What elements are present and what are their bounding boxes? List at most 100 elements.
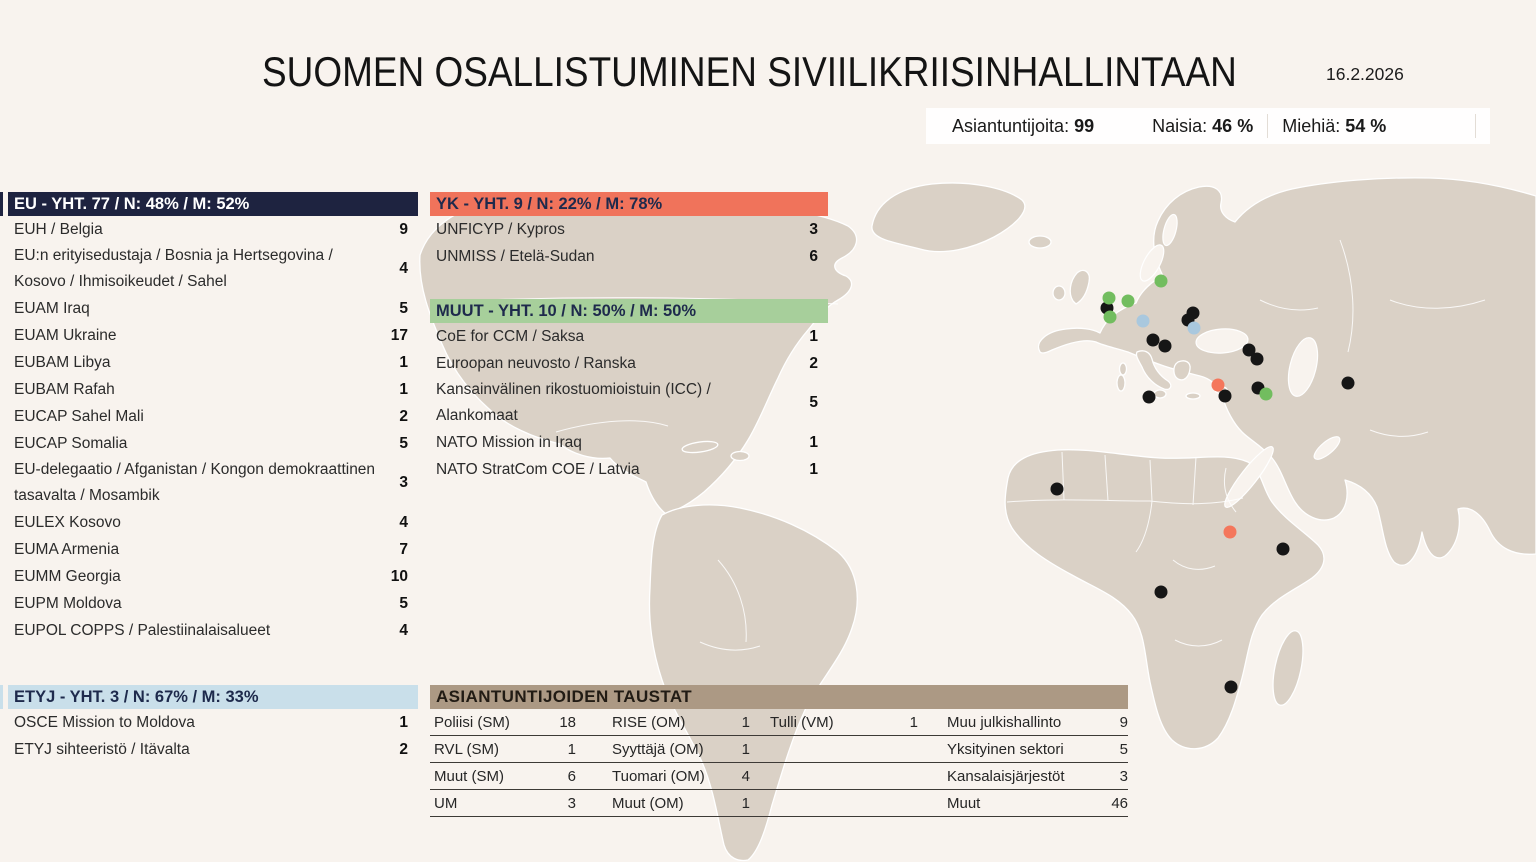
map-dot-cyprus[interactable] — [1211, 378, 1225, 392]
mission-name: EUBAM Rafah — [14, 380, 115, 398]
mission-count: 2 — [399, 407, 408, 425]
background-label: RISE (OM) — [612, 713, 686, 731]
mission-row[interactable]: EUMA Armenia 7 — [8, 536, 418, 563]
map-dot-congo[interactable] — [1154, 585, 1168, 599]
mission-name: UNMISS / Etelä-Sudan — [436, 247, 595, 265]
mission-count: 5 — [399, 594, 408, 612]
mission-count: 10 — [390, 567, 408, 585]
mission-row[interactable]: EUBAM Libya 1 — [8, 349, 418, 376]
map-dot-libya[interactable] — [1142, 390, 1156, 404]
mission-row[interactable]: EUPM Moldova 5 — [8, 590, 418, 617]
table-row[interactable]: UM 3 Muut (OM) 1 Muut 46 — [430, 790, 1128, 817]
mission-row[interactable]: EUAM Iraq 5 — [8, 295, 418, 322]
mission-row[interactable]: EU-delegaatio / Afganistan / Kongon demo… — [8, 457, 418, 509]
mission-row[interactable]: EUCAP Somalia 5 — [8, 430, 418, 457]
map-dot-armenia[interactable] — [1250, 352, 1264, 366]
backgrounds-table: ASIANTUNTIJOIDEN TAUSTAT Poliisi (SM) 18 … — [430, 685, 1128, 817]
table-row[interactable]: Muut (SM) 6 Tuomari (OM) 4 Kansalaisjärjes… — [430, 763, 1128, 790]
mission-name: Kansainvälinen rikostuomioistuin (ICC) /… — [436, 381, 711, 424]
map-dot-iraq-nato[interactable] — [1259, 387, 1273, 401]
mission-count: 6 — [809, 247, 818, 265]
landmass-africa — [1004, 449, 1325, 750]
mission-row[interactable]: Euroopan neuvosto / Ranska 2 — [430, 350, 828, 377]
background-value: 1 — [909, 713, 918, 731]
mission-count: 2 — [399, 740, 408, 758]
mission-row[interactable]: Kansainvälinen rikostuomioistuin (ICC) /… — [430, 377, 828, 429]
landmass-italy — [1135, 350, 1172, 391]
mission-row[interactable]: ETYJ sihteeristö / Itävalta 2 — [8, 736, 418, 763]
map-dot-netherlands[interactable] — [1102, 291, 1116, 305]
mission-row[interactable]: EUBAM Rafah 1 — [8, 376, 418, 403]
mission-row[interactable]: EUPOL COPPS / Palestiinalaisalueet 4 — [8, 617, 418, 644]
mission-name: NATO StratCom COE / Latvia — [436, 460, 640, 478]
background-label: Muut (SM) — [434, 767, 505, 785]
mission-row[interactable]: UNFICYP / Kypros 3 — [430, 216, 828, 243]
map-dot-somalia[interactable] — [1276, 542, 1290, 556]
map-dot-moldova-osce[interactable] — [1187, 321, 1201, 335]
mission-name: OSCE Mission to Moldova — [14, 713, 195, 731]
landmass-south-america — [648, 504, 858, 862]
mission-name: EU-delegaatio / Afganistan / Kongon demo… — [14, 461, 376, 504]
etyj-section: ETYJ - YHT. 3 / N: 67% / M: 33% OSCE Mis… — [8, 685, 418, 763]
men-label: Miehiä: — [1282, 115, 1341, 136]
women-share: Naisia: 46 % — [1152, 116, 1253, 137]
map-dot-palestinian-territories[interactable] — [1218, 389, 1232, 403]
mission-count: 5 — [809, 394, 818, 411]
mission-row[interactable]: EULEX Kosovo 4 — [8, 509, 418, 536]
women-value: 46 % — [1212, 115, 1254, 136]
background-value: 3 — [1119, 767, 1128, 785]
map-dot-afghanistan[interactable] — [1341, 376, 1355, 390]
mission-name: EUAM Iraq — [14, 299, 90, 317]
mission-row[interactable]: EU:n erityisedustaja / Bosnia ja Hertseg… — [8, 243, 418, 295]
background-label: Poliisi (SM) — [434, 713, 510, 731]
mission-row[interactable]: NATO Mission in Iraq 1 — [430, 429, 828, 456]
mission-count: 17 — [390, 326, 408, 344]
mission-row[interactable]: EUCAP Sahel Mali 2 — [8, 403, 418, 430]
muut-section-header: MUUT - YHT. 10 / N: 50% / M: 50% — [430, 299, 828, 323]
map-dot-mali[interactable] — [1050, 482, 1064, 496]
mission-count: 3 — [809, 220, 818, 238]
map-dot-austria[interactable] — [1136, 314, 1150, 328]
background-value: 9 — [1119, 713, 1128, 731]
mission-count: 1 — [399, 380, 408, 398]
map-dot-germany[interactable] — [1121, 294, 1135, 308]
mission-row[interactable]: EUMM Georgia 10 — [8, 563, 418, 590]
mission-row[interactable]: OSCE Mission to Moldova 1 — [8, 709, 418, 736]
map-dot-south-sudan[interactable] — [1223, 525, 1237, 539]
table-row[interactable]: Poliisi (SM) 18 RISE (OM) 1 Tulli (VM) 1 Mu… — [430, 709, 1128, 736]
map-dot-france[interactable] — [1103, 310, 1117, 324]
map-dot-latvia[interactable] — [1154, 274, 1168, 288]
mission-row[interactable]: NATO StratCom COE / Latvia 1 — [430, 456, 828, 483]
mission-name: EUBAM Libya — [14, 353, 111, 371]
background-label: UM — [434, 794, 458, 812]
table-row[interactable]: RVL (SM) 1 Syyttäjä (OM) 1 Yksityinen sekt… — [430, 736, 1128, 763]
mission-count: 5 — [399, 299, 408, 317]
summary-stats: Asiantuntijoita: 99 Naisia: 46 % Miehiä:… — [926, 108, 1490, 144]
men-value: 54 % — [1345, 115, 1387, 136]
mission-row[interactable]: UNMISS / Etelä-Sudan 6 — [430, 243, 828, 270]
map-dot-mozambique[interactable] — [1224, 680, 1238, 694]
map-dot-bosnia[interactable] — [1146, 333, 1160, 347]
background-label: Tulli (VM) — [770, 713, 834, 731]
background-label: Muu julkishallinto — [947, 713, 1062, 731]
mission-count: 1 — [399, 353, 408, 371]
report-date: 16.2.2026 — [1326, 64, 1404, 84]
experts-label: Asiantuntijoita: — [952, 115, 1070, 136]
mission-name: EU:n erityisedustaja / Bosnia ja Hertseg… — [14, 247, 333, 290]
background-value: 6 — [567, 767, 576, 785]
muut-section: MUUT - YHT. 10 / N: 50% / M: 50% CoE for… — [430, 299, 828, 483]
mission-row[interactable]: CoE for CCM / Saksa 1 — [430, 323, 828, 350]
mission-name: CoE for CCM / Saksa — [436, 327, 585, 345]
background-value: 5 — [1119, 740, 1128, 758]
background-label: Yksityinen sektori — [947, 740, 1064, 758]
mission-count: 5 — [399, 434, 408, 452]
mission-name: EUAM Ukraine — [14, 326, 117, 344]
mission-row[interactable]: EUAM Ukraine 17 — [8, 322, 418, 349]
map-dot-kosovo[interactable] — [1158, 339, 1172, 353]
mission-row[interactable]: EUH / Belgia 9 — [8, 216, 418, 243]
mission-name: UNFICYP / Kypros — [436, 220, 565, 238]
mission-count: 7 — [399, 540, 408, 558]
landmass-greece — [1173, 360, 1191, 381]
